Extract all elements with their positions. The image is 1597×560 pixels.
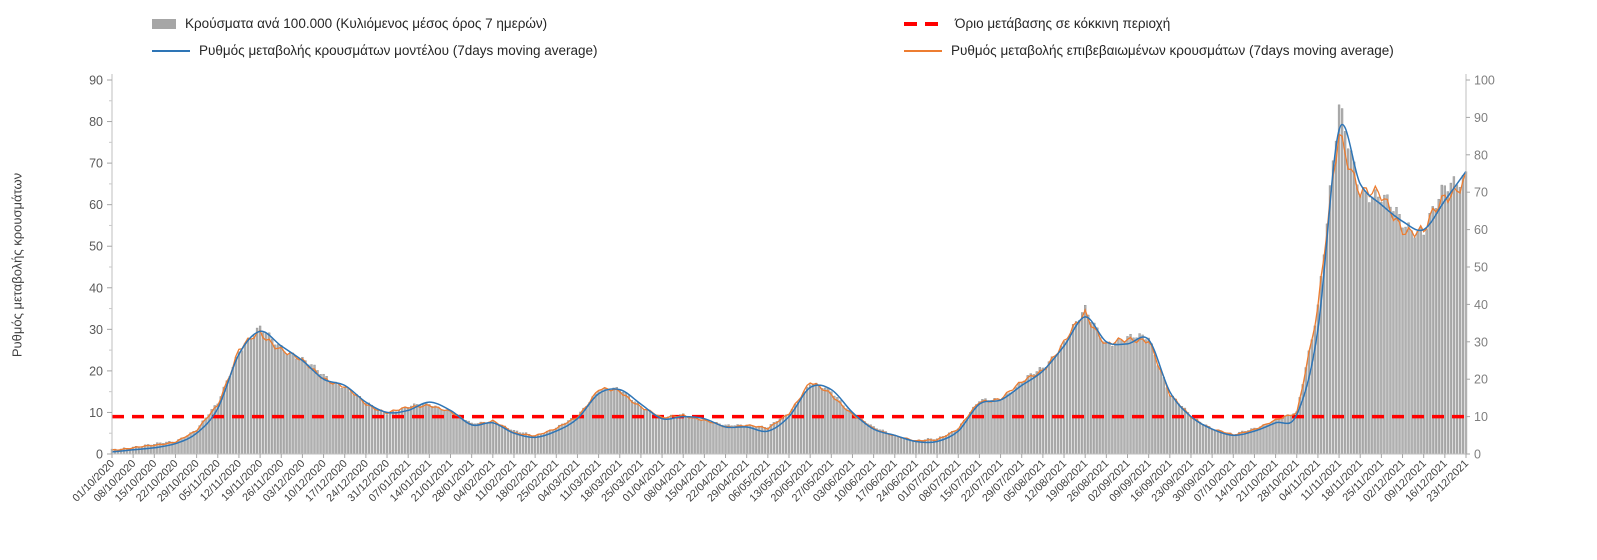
x-axis-ticks: 01/10/202008/10/202015/10/202022/10/2020…: [70, 454, 1471, 504]
legend-label-confirmed-line: Ρυθμός μεταβολής επιβεβαιωμένων κρουσμάτ…: [951, 43, 1394, 58]
confirmed-line-swatch-icon: [904, 49, 942, 52]
legend-item-model-line: Ρυθμός μεταβολής κρουσμάτων μοντέλου (7d…: [152, 43, 904, 58]
svg-text:90: 90: [89, 74, 103, 88]
right-axis-ticks: 0 10 20 30 40 50 60 70 80 90 100: [1466, 74, 1495, 462]
chart-legend: Κρούσματα ανά 100.000 (Κυλιόμενος μέσος …: [0, 0, 1597, 64]
legend-label-cases-bars: Κρούσματα ανά 100.000 (Κυλιόμενος μέσος …: [185, 16, 548, 31]
svg-text:60: 60: [1474, 223, 1488, 237]
svg-text:0: 0: [1474, 448, 1481, 462]
svg-text:40: 40: [89, 281, 103, 295]
model-line: [111, 123, 1467, 453]
svg-text:20: 20: [1474, 373, 1488, 387]
threshold-dash-swatch-icon: [904, 21, 946, 26]
svg-text:100: 100: [1474, 74, 1495, 88]
legend-label-model-line: Ρυθμός μεταβολής κρουσμάτων μοντέλου (7d…: [199, 43, 598, 58]
svg-text:20: 20: [89, 364, 103, 378]
bars-series: [110, 104, 1468, 455]
legend-row-2: Ρυθμός μεταβολής κρουσμάτων μοντέλου (7d…: [152, 37, 1597, 64]
model-line-swatch-icon: [152, 49, 190, 52]
svg-text:0: 0: [96, 448, 103, 462]
svg-text:10: 10: [89, 406, 103, 420]
svg-text:10: 10: [1474, 410, 1488, 424]
legend-label-threshold: Όριο μετάβασης σε κόκκινη περιοχή: [955, 16, 1171, 31]
svg-text:30: 30: [89, 323, 103, 337]
y-axis-title: Ρυθμός μεταβολής κρουσμάτων: [9, 172, 25, 358]
legend-item-threshold: Όριο μετάβασης σε κόκκινη περιοχή: [904, 16, 1597, 31]
svg-text:30: 30: [1474, 335, 1488, 349]
svg-text:40: 40: [1474, 298, 1488, 312]
svg-text:90: 90: [1474, 111, 1488, 125]
legend-row-1: Κρούσματα ανά 100.000 (Κυλιόμενος μέσος …: [152, 10, 1597, 37]
chart-canvas: 0 10 20 30 40 50 60 70 80 90 0 10 20 30 40 50 60 70 80 90 10…: [70, 74, 1495, 505]
svg-text:80: 80: [1474, 148, 1488, 162]
svg-text:60: 60: [89, 198, 103, 212]
left-axis-ticks: 0 10 20 30 40 50 60 70 80 90: [89, 74, 112, 462]
legend-item-cases-bars: Κρούσματα ανά 100.000 (Κυλιόμενος μέσος …: [152, 16, 904, 31]
svg-text:50: 50: [89, 240, 103, 254]
svg-text:70: 70: [1474, 186, 1488, 200]
svg-text:80: 80: [89, 115, 103, 129]
svg-text:70: 70: [89, 157, 103, 171]
bar-series-swatch-icon: [152, 18, 176, 29]
svg-text:50: 50: [1474, 261, 1488, 275]
legend-item-confirmed-line: Ρυθμός μεταβολής επιβεβαιωμένων κρουσμάτ…: [904, 43, 1597, 58]
